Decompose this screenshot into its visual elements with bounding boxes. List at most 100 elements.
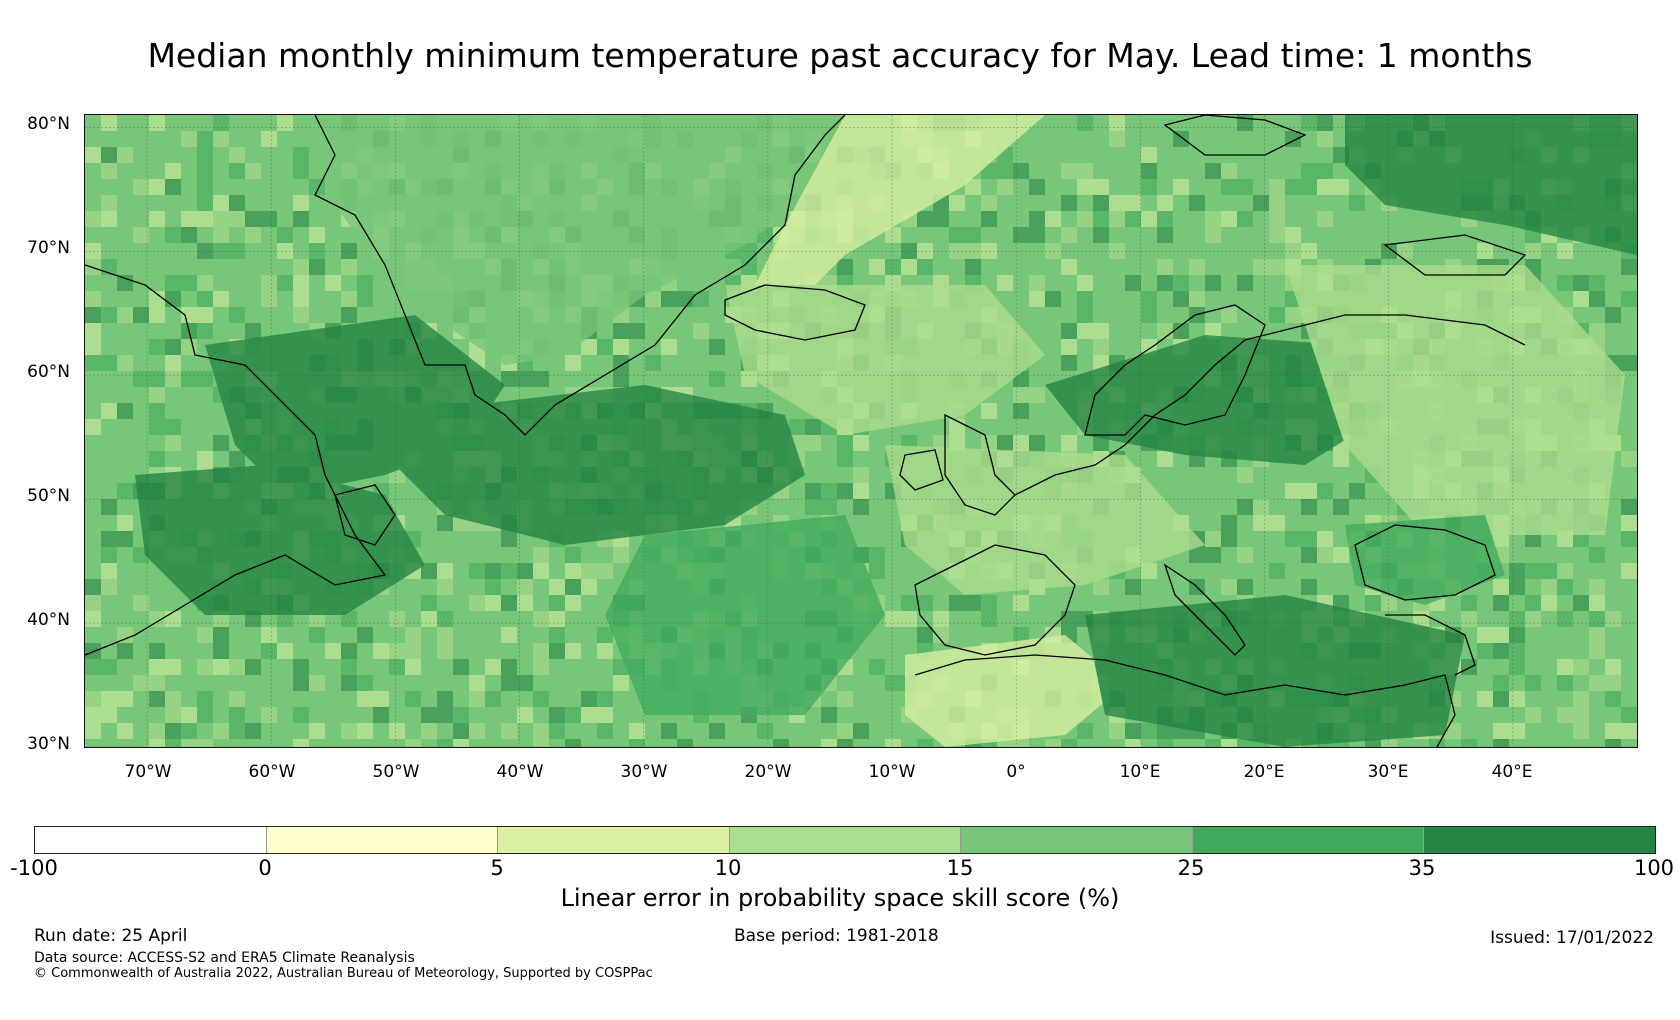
grid-cell xyxy=(341,291,357,307)
grid-cell xyxy=(1061,323,1077,339)
grid-cell xyxy=(197,451,213,467)
grid-cell xyxy=(1125,723,1141,739)
grid-cell xyxy=(1253,739,1269,747)
grid-cell xyxy=(1301,579,1317,595)
grid-cell xyxy=(213,227,229,243)
grid-cell xyxy=(1093,211,1109,227)
grid-cell xyxy=(965,179,981,195)
grid-cell xyxy=(645,355,661,371)
grid-cell xyxy=(1221,163,1237,179)
grid-cell xyxy=(1013,163,1029,179)
grid-cell xyxy=(453,723,469,739)
grid-cell xyxy=(693,307,709,323)
mid-north-atlantic-region xyxy=(385,385,805,545)
grid-cell xyxy=(1621,531,1637,547)
grid-cell xyxy=(1605,691,1621,707)
grid-cell xyxy=(213,243,229,259)
grid-cell xyxy=(1205,323,1221,339)
grid-cell xyxy=(133,179,149,195)
grid-cell xyxy=(1013,387,1029,403)
grid-cell xyxy=(1541,563,1557,579)
grid-cell xyxy=(1109,195,1125,211)
grid-cell xyxy=(933,627,949,643)
grid-cell xyxy=(1253,195,1269,211)
grid-cell xyxy=(645,291,661,307)
grid-cell xyxy=(485,691,501,707)
grid-cell xyxy=(149,371,165,387)
grid-cell xyxy=(533,723,549,739)
grid-cell xyxy=(741,259,757,275)
grid-cell xyxy=(805,739,821,747)
grid-cell xyxy=(501,627,517,643)
grid-cell xyxy=(117,627,133,643)
grid-cell xyxy=(517,739,533,747)
grid-cell xyxy=(869,563,885,579)
grid-cell xyxy=(1573,595,1589,611)
grid-cell xyxy=(853,723,869,739)
grid-cell xyxy=(805,419,821,435)
grid-cell xyxy=(1493,675,1509,691)
grid-cell xyxy=(85,195,101,211)
grid-cell xyxy=(565,579,581,595)
grid-cell xyxy=(501,675,517,691)
grid-cell xyxy=(1509,563,1525,579)
grid-cell xyxy=(1429,243,1445,259)
grid-cell xyxy=(85,339,101,355)
grid-cell xyxy=(165,131,181,147)
grid-cell xyxy=(1205,163,1221,179)
grid-cell xyxy=(1205,531,1221,547)
grid-cell xyxy=(261,211,277,227)
grid-cell xyxy=(325,659,341,675)
grid-cell xyxy=(85,323,101,339)
grid-cell xyxy=(1205,179,1221,195)
grid-cell xyxy=(165,355,181,371)
grid-cell xyxy=(1317,179,1333,195)
grid-cell xyxy=(1621,515,1637,531)
grid-cell xyxy=(149,179,165,195)
grid-cell xyxy=(341,307,357,323)
grid-cell xyxy=(629,707,645,723)
grid-cell xyxy=(1589,627,1605,643)
grid-cell xyxy=(869,627,885,643)
grid-cell xyxy=(293,307,309,323)
grid-cell xyxy=(149,403,165,419)
grid-cell xyxy=(1381,739,1397,747)
grid-cell xyxy=(1141,211,1157,227)
grid-cell xyxy=(837,691,853,707)
grid-cell xyxy=(821,739,837,747)
grid-cell xyxy=(437,515,453,531)
grid-cell xyxy=(229,307,245,323)
grid-cell xyxy=(837,435,853,451)
grid-cell xyxy=(117,547,133,563)
grid-cell xyxy=(309,259,325,275)
grid-cell xyxy=(1461,739,1477,747)
grid-cell xyxy=(757,723,773,739)
grid-cell xyxy=(197,691,213,707)
grid-cell xyxy=(1605,611,1621,627)
grid-cell xyxy=(149,115,165,131)
grid-cell xyxy=(1029,243,1045,259)
grid-cell xyxy=(1621,259,1637,275)
skill-score-map xyxy=(84,114,1638,748)
grid-cell xyxy=(373,643,389,659)
grid-cell xyxy=(1221,307,1237,323)
grid-cell xyxy=(1525,595,1541,611)
grid-cell xyxy=(1269,307,1285,323)
grid-cell xyxy=(1285,179,1301,195)
grid-cell xyxy=(1301,179,1317,195)
grid-cell xyxy=(805,499,821,515)
grid-cell xyxy=(517,675,533,691)
grid-cell xyxy=(1141,451,1157,467)
grid-cell xyxy=(517,563,533,579)
run-date: Run date: 25 April xyxy=(34,926,188,946)
grid-cell xyxy=(181,739,197,747)
grid-cell xyxy=(709,339,725,355)
grid-cell xyxy=(1493,691,1509,707)
grid-cell xyxy=(1317,467,1333,483)
grid-cell xyxy=(1541,595,1557,611)
grid-cell xyxy=(1525,243,1541,259)
greenland-interior-region xyxy=(315,115,845,365)
colorbar-segment-25-35 xyxy=(1192,827,1425,853)
grid-cell xyxy=(1621,723,1637,739)
grid-cell xyxy=(1573,291,1589,307)
